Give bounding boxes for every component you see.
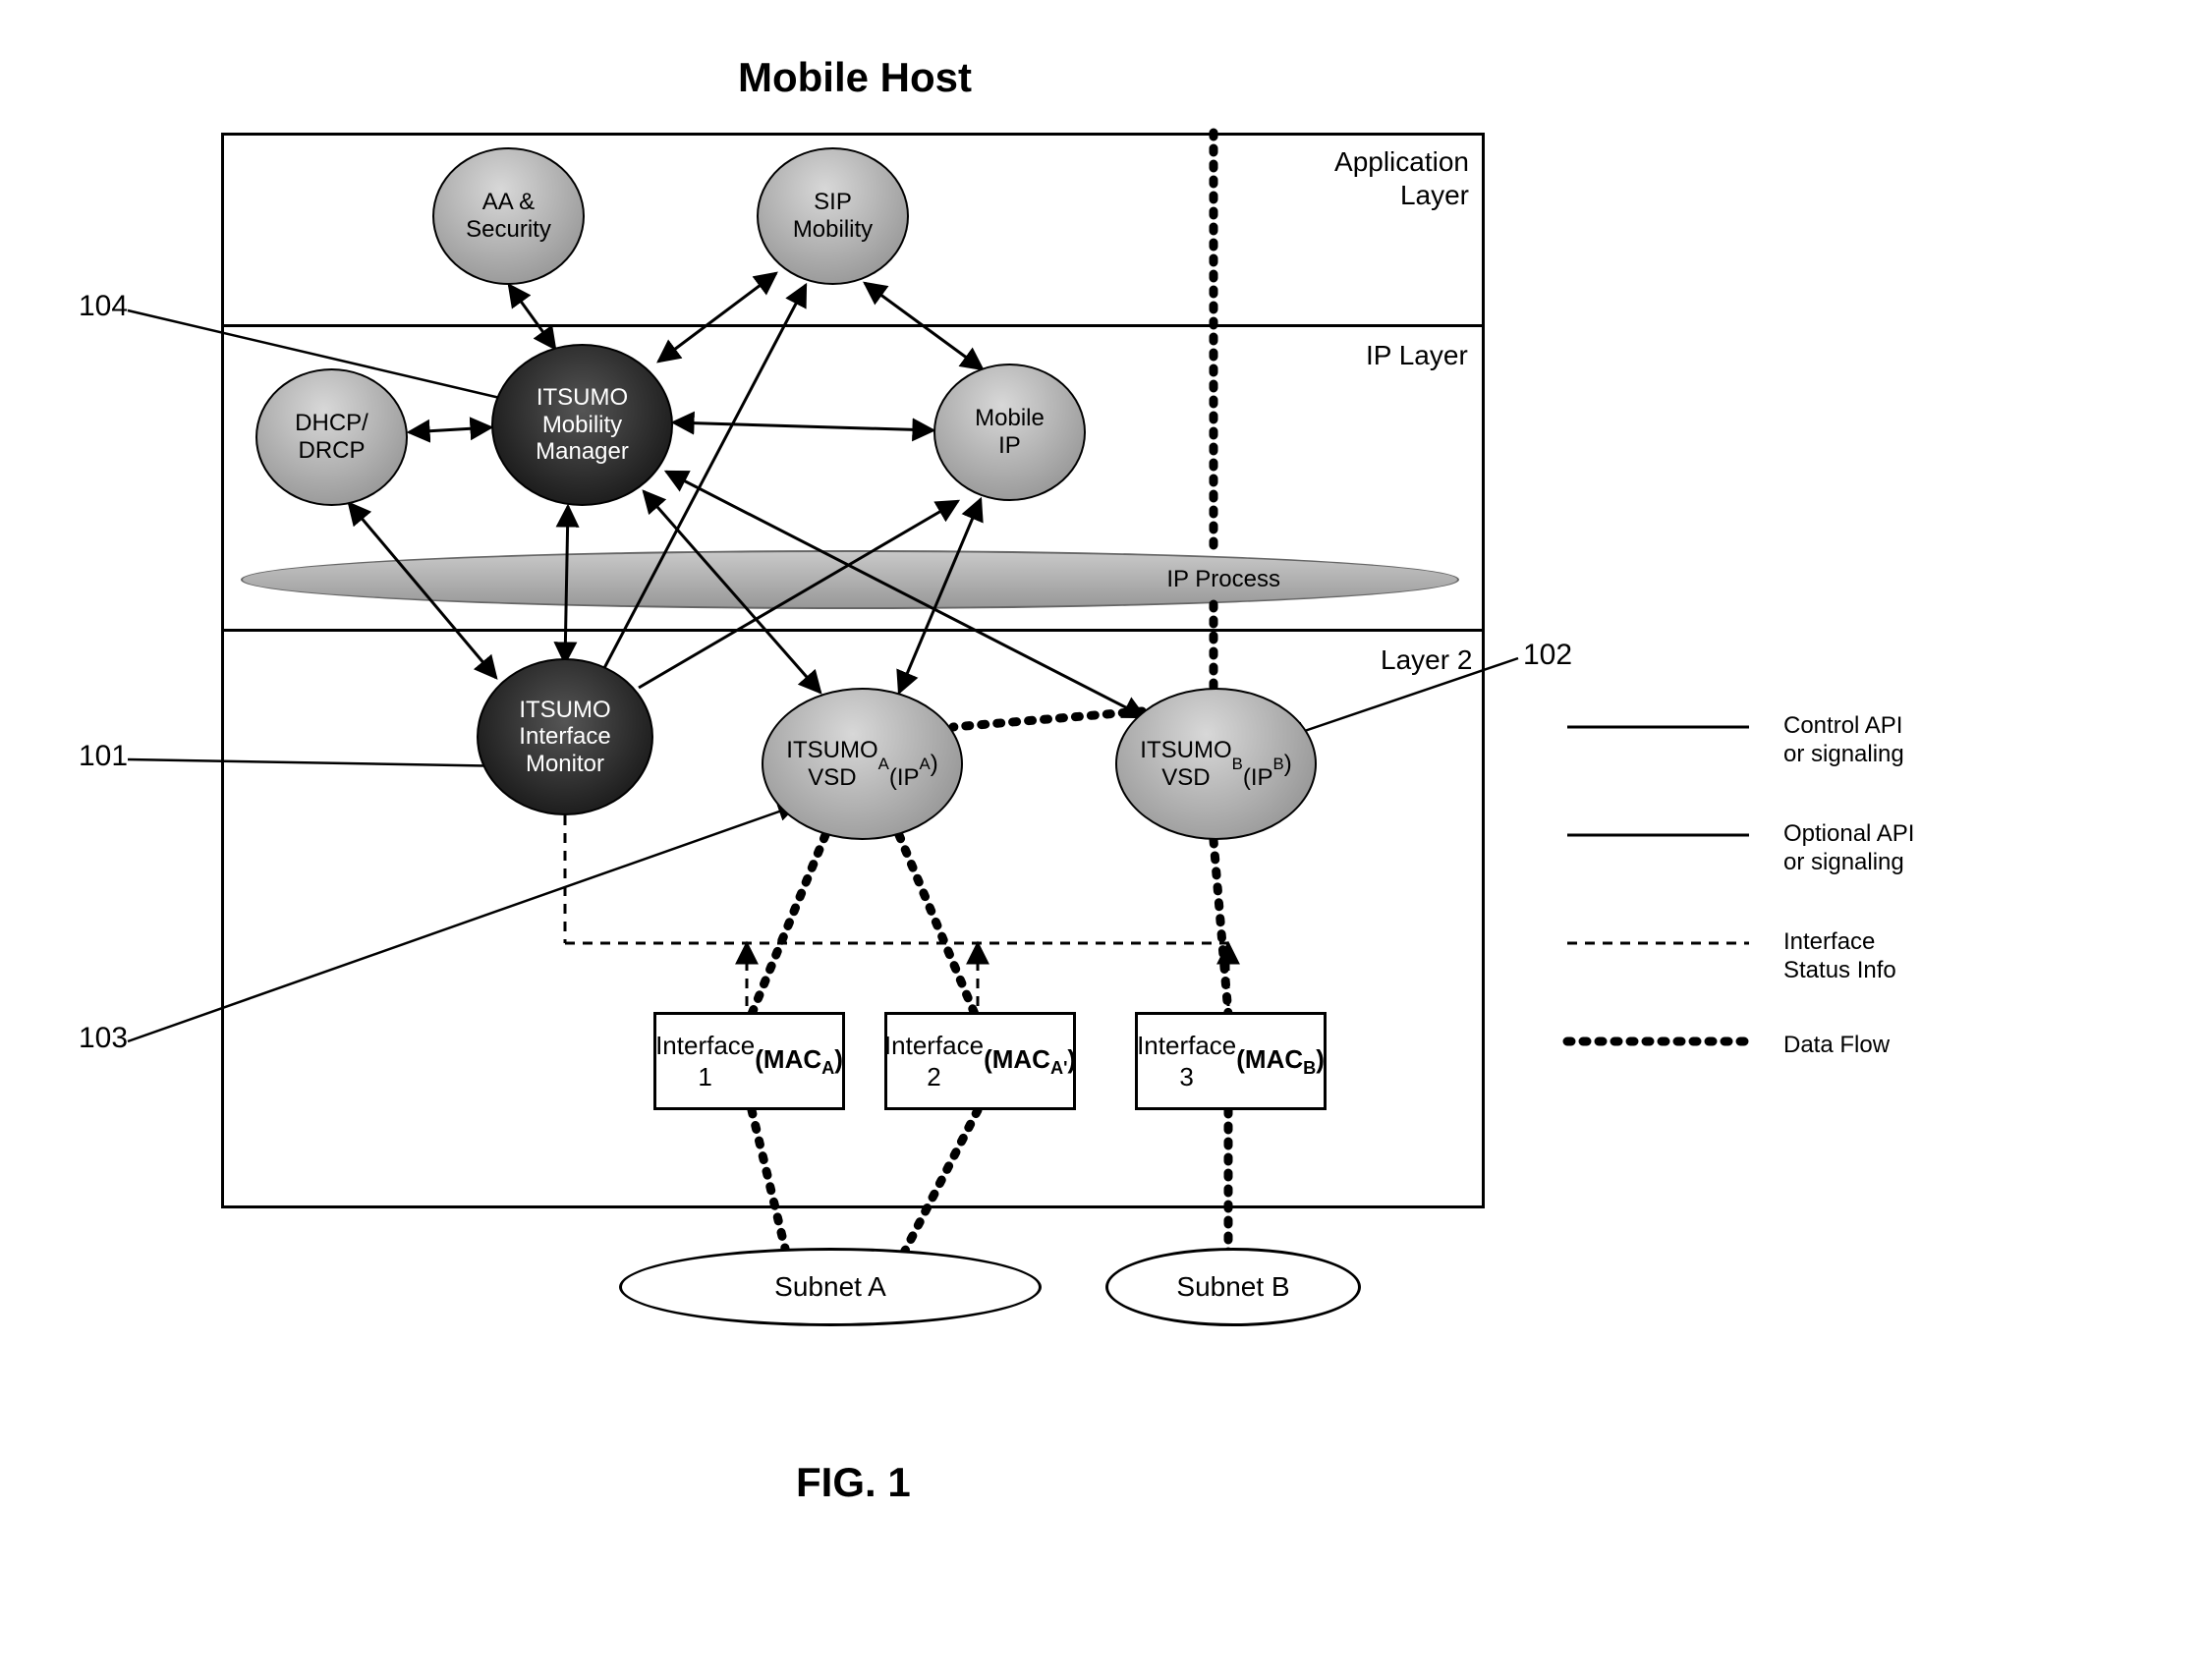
diagram-title: Mobile Host xyxy=(609,54,1101,101)
legend-data-flow: Data Flow xyxy=(1783,1032,1890,1060)
interface-1-box: Interface 1(MACA) xyxy=(653,1012,845,1110)
layer-label-application: Application Layer xyxy=(1317,145,1469,211)
legend-control-api: Control API or signaling xyxy=(1783,712,1904,769)
ip-process-label: IP Process xyxy=(1166,566,1280,593)
subnet-b: Subnet B xyxy=(1105,1248,1361,1326)
node-mobile-ip: Mobile IP xyxy=(933,364,1086,501)
figure-label: FIG. 1 xyxy=(796,1459,911,1506)
node-aa-security: AA & Security xyxy=(432,147,585,285)
divider-app-ip xyxy=(221,324,1485,327)
subnet-b-label: Subnet B xyxy=(1176,1271,1289,1303)
node-vsd-a: ITSUMOVSDA(IPA) xyxy=(762,688,963,840)
node-mobility-manager: ITSUMO Mobility Manager xyxy=(491,344,673,506)
node-dhcp-drcp: DHCP/ DRCP xyxy=(255,368,408,506)
interface-3-box: Interface 3(MACB) xyxy=(1135,1012,1327,1110)
callout-103: 103 xyxy=(79,1022,128,1055)
node-sip-mobility: SIP Mobility xyxy=(757,147,909,285)
layer-label-ip: IP Layer xyxy=(1366,339,1468,372)
legend-interface-status: Interface Status Info xyxy=(1783,928,1896,985)
node-interface-monitor: ITSUMO Interface Monitor xyxy=(477,658,653,815)
callout-101: 101 xyxy=(79,740,128,773)
subnet-a-label: Subnet A xyxy=(774,1271,886,1303)
node-vsd-b: ITSUMOVSDB(IPB) xyxy=(1115,688,1317,840)
legend-optional-api: Optional API or signaling xyxy=(1783,820,1914,877)
callout-102: 102 xyxy=(1523,639,1572,672)
divider-ip-l2 xyxy=(221,629,1485,632)
subnet-a: Subnet A xyxy=(619,1248,1042,1326)
layer-label-l2: Layer 2 xyxy=(1381,644,1472,677)
callout-104: 104 xyxy=(79,290,128,323)
ip-process-node: IP Process xyxy=(241,550,1459,609)
diagram-canvas: Mobile Host Application Layer IP Layer L… xyxy=(20,20,2204,1660)
interface-2-box: Interface 2(MACA') xyxy=(884,1012,1076,1110)
